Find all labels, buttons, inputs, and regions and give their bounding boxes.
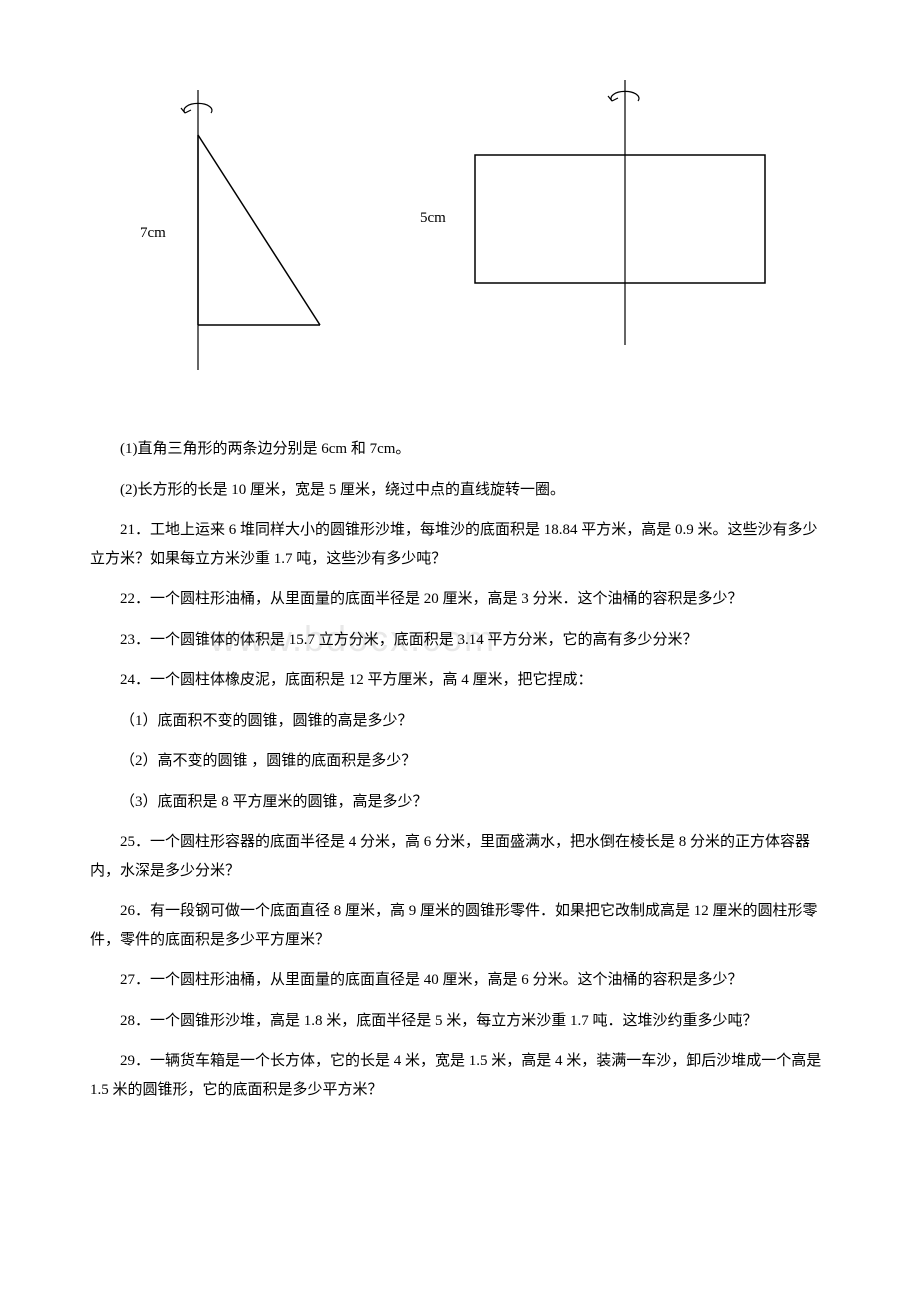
paragraph-8: （2）高不变的圆锥 ，圆锥的底面积是多少？ — [90, 747, 830, 776]
watermark-container: www.bdocx.com 23．一个圆锥体的体积是 15.7 立方分米，底面积… — [90, 626, 830, 655]
paragraph-6: 24．一个圆柱体橡皮泥，底面积是 12 平方厘米，高 4 厘米，把它捏成： — [90, 666, 830, 695]
rectangle-shape — [475, 155, 765, 283]
rectangle-svg — [410, 80, 770, 380]
paragraph-12: 27．一个圆柱形油桶，从里面量的底面直径是 40 厘米，高是 6 分米。这个油桶… — [90, 966, 830, 995]
content-wrapper: 7cm 5cm (1)直角三角形的两条边分别是 6cm 和 7cm。 (2)长方… — [90, 80, 830, 1104]
paragraph-13: 28．一个圆锥形沙堆，高是 1.8 米，底面半径是 5 米，每立方米沙重 1.7… — [90, 1007, 830, 1036]
rectangle-diagram: 5cm — [410, 80, 770, 385]
paragraph-11: 26．有一段钢可做一个底面直径 8 厘米，高 9 厘米的圆锥形零件．如果把它改制… — [90, 897, 830, 954]
paragraph-1: (1)直角三角形的两条边分别是 6cm 和 7cm。 — [90, 435, 830, 464]
triangle-svg — [90, 80, 350, 380]
paragraph-7: （1）底面积不变的圆锥，圆锥的高是多少？ — [90, 707, 830, 736]
triangle-hypotenuse — [198, 135, 320, 325]
paragraph-5: 23．一个圆锥体的体积是 15.7 立方分米，底面积是 3.14 平方分米，它的… — [90, 626, 830, 655]
paragraph-4: 22．一个圆柱形油桶，从里面量的底面半径是 20 厘米，高是 3 分米．这个油桶… — [90, 585, 830, 614]
paragraph-14: 29．一辆货车箱是一个长方体，它的长是 4 米，宽是 1.5 米，高是 4 米，… — [90, 1047, 830, 1104]
rotation-arrow-head — [181, 108, 191, 113]
paragraph-3: 21．工地上运来 6 堆同样大小的圆锥形沙堆，每堆沙的底面积是 18.84 平方… — [90, 516, 830, 573]
paragraph-10: 25．一个圆柱形容器的底面半径是 4 分米，高 6 分米，里面盛满水，把水倒在棱… — [90, 828, 830, 885]
rotation-arrow-head-2 — [608, 96, 618, 101]
triangle-diagram: 7cm — [90, 80, 350, 385]
rectangle-label: 5cm — [420, 210, 446, 227]
paragraph-2: (2)长方形的长是 10 厘米，宽是 5 厘米，绕过中点的直线旋转一圈。 — [90, 476, 830, 505]
paragraph-9: （3）底面积是 8 平方厘米的圆锥，高是多少？ — [90, 788, 830, 817]
diagrams-container: 7cm 5cm — [90, 80, 830, 385]
triangle-label: 7cm — [140, 225, 166, 242]
